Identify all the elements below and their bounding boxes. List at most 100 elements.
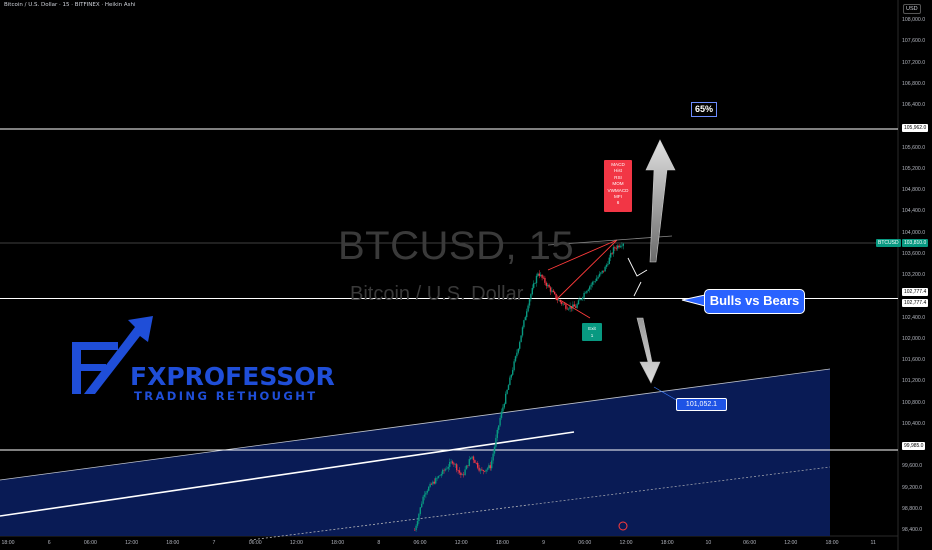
- candle: [428, 486, 430, 491]
- price-callout[interactable]: 101,052.1: [676, 398, 727, 411]
- candle: [590, 284, 592, 287]
- candle: [583, 292, 585, 298]
- candle: [474, 460, 476, 463]
- candle: [586, 290, 588, 293]
- time-tick-label: 12:00: [784, 540, 798, 546]
- candle: [622, 243, 624, 246]
- bulls-vs-bears-callout[interactable]: Bulls vs Bears: [704, 289, 805, 314]
- candle: [498, 425, 500, 430]
- candle: [545, 282, 547, 286]
- candle: [456, 464, 458, 471]
- candle: [605, 264, 608, 267]
- candle: [415, 525, 417, 531]
- candle: [552, 290, 554, 293]
- time-tick-label: 06:00: [248, 540, 262, 546]
- price-tag: 102,777.4: [902, 299, 929, 308]
- candle: [533, 283, 535, 288]
- candle: [477, 462, 479, 468]
- candle: [423, 494, 426, 497]
- candle: [542, 277, 545, 279]
- candle: [593, 281, 595, 283]
- candle: [612, 247, 615, 254]
- candle: [587, 289, 589, 291]
- candle: [470, 457, 472, 460]
- candle: [535, 275, 538, 284]
- candle: [568, 308, 570, 310]
- candle: [556, 298, 559, 301]
- candle: [555, 293, 557, 299]
- logo-tagline: TRADING RETHOUGHT: [134, 389, 318, 403]
- time-tick-label: 06:00: [83, 540, 97, 546]
- time-tick-label: 18:00: [331, 540, 345, 546]
- candle: [467, 465, 469, 467]
- candle: [506, 389, 508, 394]
- candle: [519, 342, 521, 349]
- exit-signal-box[interactable]: Exit 1: [582, 323, 602, 341]
- candle: [526, 311, 528, 318]
- candle: [548, 284, 550, 288]
- candle: [453, 463, 455, 465]
- candle: [604, 266, 606, 272]
- time-tick-label: 7: [212, 540, 216, 546]
- price-tick-label: 103,200.0: [902, 272, 926, 278]
- candle: [465, 465, 468, 470]
- candle: [577, 300, 580, 305]
- price-tag: 103,810.0: [902, 238, 929, 247]
- exit-label: 1: [590, 333, 594, 338]
- percentage-label[interactable]: 65%: [691, 102, 717, 117]
- time-tick-label: 18:00: [166, 540, 180, 546]
- indicator-label: MOM: [612, 181, 624, 187]
- candle: [492, 453, 494, 461]
- price-tick-label: 102,000.0: [902, 335, 926, 342]
- candle: [575, 306, 577, 308]
- candle: [607, 264, 609, 265]
- candle: [614, 247, 616, 249]
- candle: [610, 253, 612, 258]
- candle: [486, 468, 489, 470]
- time-tick-label: 8: [377, 540, 381, 546]
- candle: [521, 327, 524, 336]
- time-tick-label: 18:00: [1, 540, 15, 546]
- candle: [537, 273, 539, 276]
- currency-unit-button[interactable]: USD: [903, 4, 921, 14]
- candle: [576, 304, 578, 308]
- candle: [426, 490, 428, 493]
- time-tick-label: 12:00: [454, 540, 468, 546]
- callout-connector: [653, 386, 679, 402]
- candle: [554, 292, 556, 294]
- candle: [419, 507, 421, 514]
- candle: [530, 294, 532, 300]
- candle: [422, 496, 424, 504]
- candle: [566, 308, 568, 310]
- candle: [516, 352, 518, 357]
- time-tick-label: 9: [542, 540, 546, 546]
- candle: [517, 348, 519, 353]
- time-tick-label: 12:00: [125, 540, 139, 546]
- candle: [505, 393, 507, 404]
- candle: [582, 297, 584, 300]
- candle: [425, 492, 427, 495]
- candle: [531, 287, 533, 295]
- candle: [503, 403, 505, 408]
- time-tick-label: 18:00: [660, 540, 674, 546]
- candle: [514, 356, 517, 362]
- candle: [482, 470, 484, 471]
- candle: [549, 287, 552, 292]
- symbol-description-watermark: Bitcoin / U.S. Dollar: [350, 283, 524, 305]
- price-tag: BTCUSD: [876, 238, 901, 247]
- candle: [451, 461, 454, 464]
- scenario-path-up: [627, 257, 648, 277]
- candle: [444, 469, 447, 471]
- candle: [563, 303, 566, 305]
- candle: [472, 456, 475, 461]
- candle: [507, 385, 510, 390]
- chart-header-title: Bitcoin / U.S. Dollar · 15 · BITFINEX · …: [4, 2, 136, 8]
- price-tick-label: 104,400.0: [902, 208, 926, 215]
- candle: [544, 277, 546, 283]
- price-tick-label: 104,000.0: [902, 229, 926, 236]
- candle: [436, 477, 438, 479]
- candle: [528, 299, 531, 306]
- candle: [589, 286, 591, 290]
- indicator-signal-box[interactable]: MACD Hist RSI MOM VWMACD MFI 6: [604, 160, 632, 212]
